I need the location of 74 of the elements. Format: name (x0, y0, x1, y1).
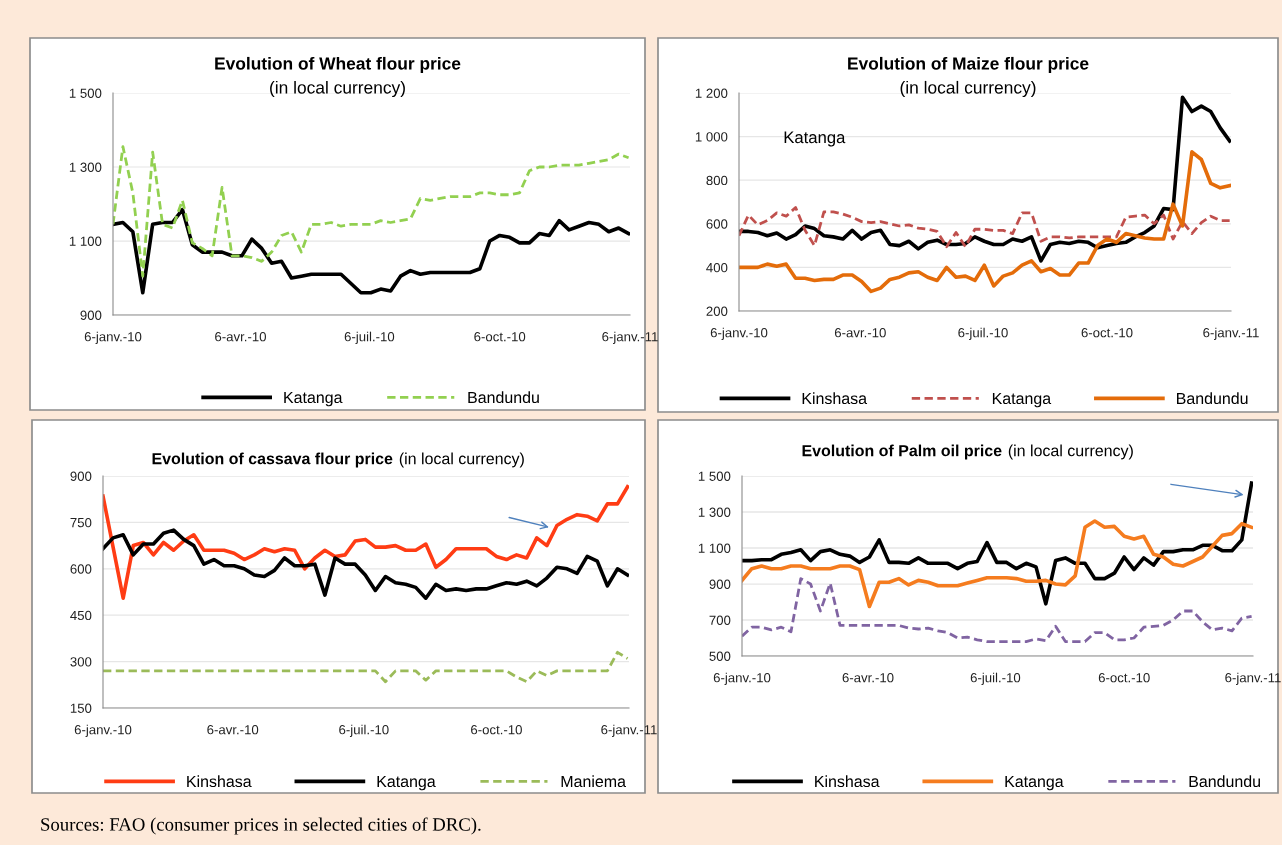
legend-label: Katanga (992, 392, 1052, 408)
y-tick-label: 1 500 (69, 88, 102, 98)
chart-subtitle: (in local currency) (900, 80, 1036, 98)
x-tick-label: 6-janv.-10 (74, 724, 132, 737)
x-tick-label: 6-janv.-11 (602, 331, 658, 344)
y-tick-label: 150 (70, 703, 92, 713)
line-series (103, 528, 629, 600)
x-tick-label: 6-avr.-10 (207, 725, 259, 735)
chart-title: Evolution of Maize flour price (848, 56, 1089, 74)
y-tick-label: 1 500 (698, 471, 731, 481)
x-tick-label: 6-janv.-10 (84, 331, 142, 344)
x-tick-label: 6-janv.-11 (1203, 327, 1259, 340)
x-tick-label: 6-janv.-11 (601, 724, 657, 737)
y-tick-label: 1 000 (695, 132, 728, 142)
y-tick-label: 200 (706, 306, 728, 316)
chart-subtitle: (in local currency) (270, 80, 405, 98)
annotation: Katanga (784, 131, 846, 147)
line-series (742, 481, 1253, 606)
y-tick-label: 1 300 (698, 507, 731, 517)
chart-title: Evolution of cassava flour price (152, 452, 393, 468)
line-series (739, 150, 1231, 294)
y-tick-label: 800 (706, 175, 728, 186)
line-series (113, 145, 630, 278)
x-tick-label: 6-oct.-10 (1098, 673, 1150, 683)
y-tick-label: 700 (709, 615, 731, 625)
source-note: Sources: FAO (consumer prices in selected cities of DRC). (41, 817, 481, 835)
legend-label: Katanga (284, 391, 343, 407)
line-series (742, 519, 1253, 609)
x-tick-label: 6-juil.-10 (344, 331, 395, 344)
chart-subtitle: (in local currency) (1008, 444, 1133, 460)
y-tick-label: 600 (70, 564, 92, 574)
x-tick-label: 6-oct.-10 (474, 332, 526, 342)
y-tick-label: 900 (80, 310, 102, 320)
y-tick-label: 600 (706, 219, 728, 229)
line-series (739, 95, 1231, 263)
y-tick-label: 1 300 (69, 162, 102, 172)
y-tick-label: 900 (709, 579, 731, 589)
y-tick-label: 1 100 (698, 543, 731, 553)
legend-label: Katanga (377, 775, 436, 791)
legend-label: Bandundu (1189, 775, 1260, 788)
x-tick-label: 6-oct.-10 (1081, 328, 1133, 338)
y-tick-label: 1 100 (69, 236, 102, 246)
legend-label: Kinshasa (802, 392, 868, 405)
y-tick-label: 750 (70, 517, 92, 528)
x-tick-label: 6-avr.-10 (834, 328, 886, 338)
line-series (739, 206, 1231, 249)
chart-title: Evolution of Wheat flour price (215, 56, 461, 74)
x-tick-label: 6-oct.-10 (471, 725, 522, 735)
y-tick-label: 450 (70, 610, 92, 621)
x-tick-label: 6-janv.-10 (710, 327, 768, 340)
x-tick-label: 6-janv.-10 (713, 672, 771, 685)
legend-label: Bandundu (468, 391, 539, 404)
legend-label: Maniema (561, 775, 626, 788)
x-tick-label: 6-juil.-10 (339, 724, 389, 737)
y-tick-label: 900 (70, 471, 92, 481)
y-tick-label: 400 (706, 262, 728, 273)
legend-label: Katanga (1005, 775, 1064, 791)
legend-label: Bandundu (1177, 392, 1248, 405)
x-tick-label: 6-janv.-11 (1225, 672, 1281, 685)
y-tick-label: 1 200 (695, 88, 728, 98)
legend-label: Kinshasa (187, 775, 252, 788)
line-series (742, 577, 1253, 643)
x-tick-label: 6-avr.-10 (215, 332, 266, 342)
line-series (113, 207, 630, 295)
line-series (103, 485, 629, 600)
chart-subtitle: (in local currency) (399, 452, 524, 468)
chart-title: Evolution of Palm oil price (802, 444, 1002, 460)
x-tick-label: 6-avr.-10 (842, 673, 894, 683)
x-tick-label: 6-juil.-10 (958, 327, 1008, 340)
legend-label: Kinshasa (815, 775, 880, 788)
y-tick-label: 300 (70, 657, 92, 667)
y-tick-label: 500 (709, 651, 731, 661)
x-tick-label: 6-juil.-10 (970, 672, 1021, 685)
line-series (103, 650, 629, 684)
